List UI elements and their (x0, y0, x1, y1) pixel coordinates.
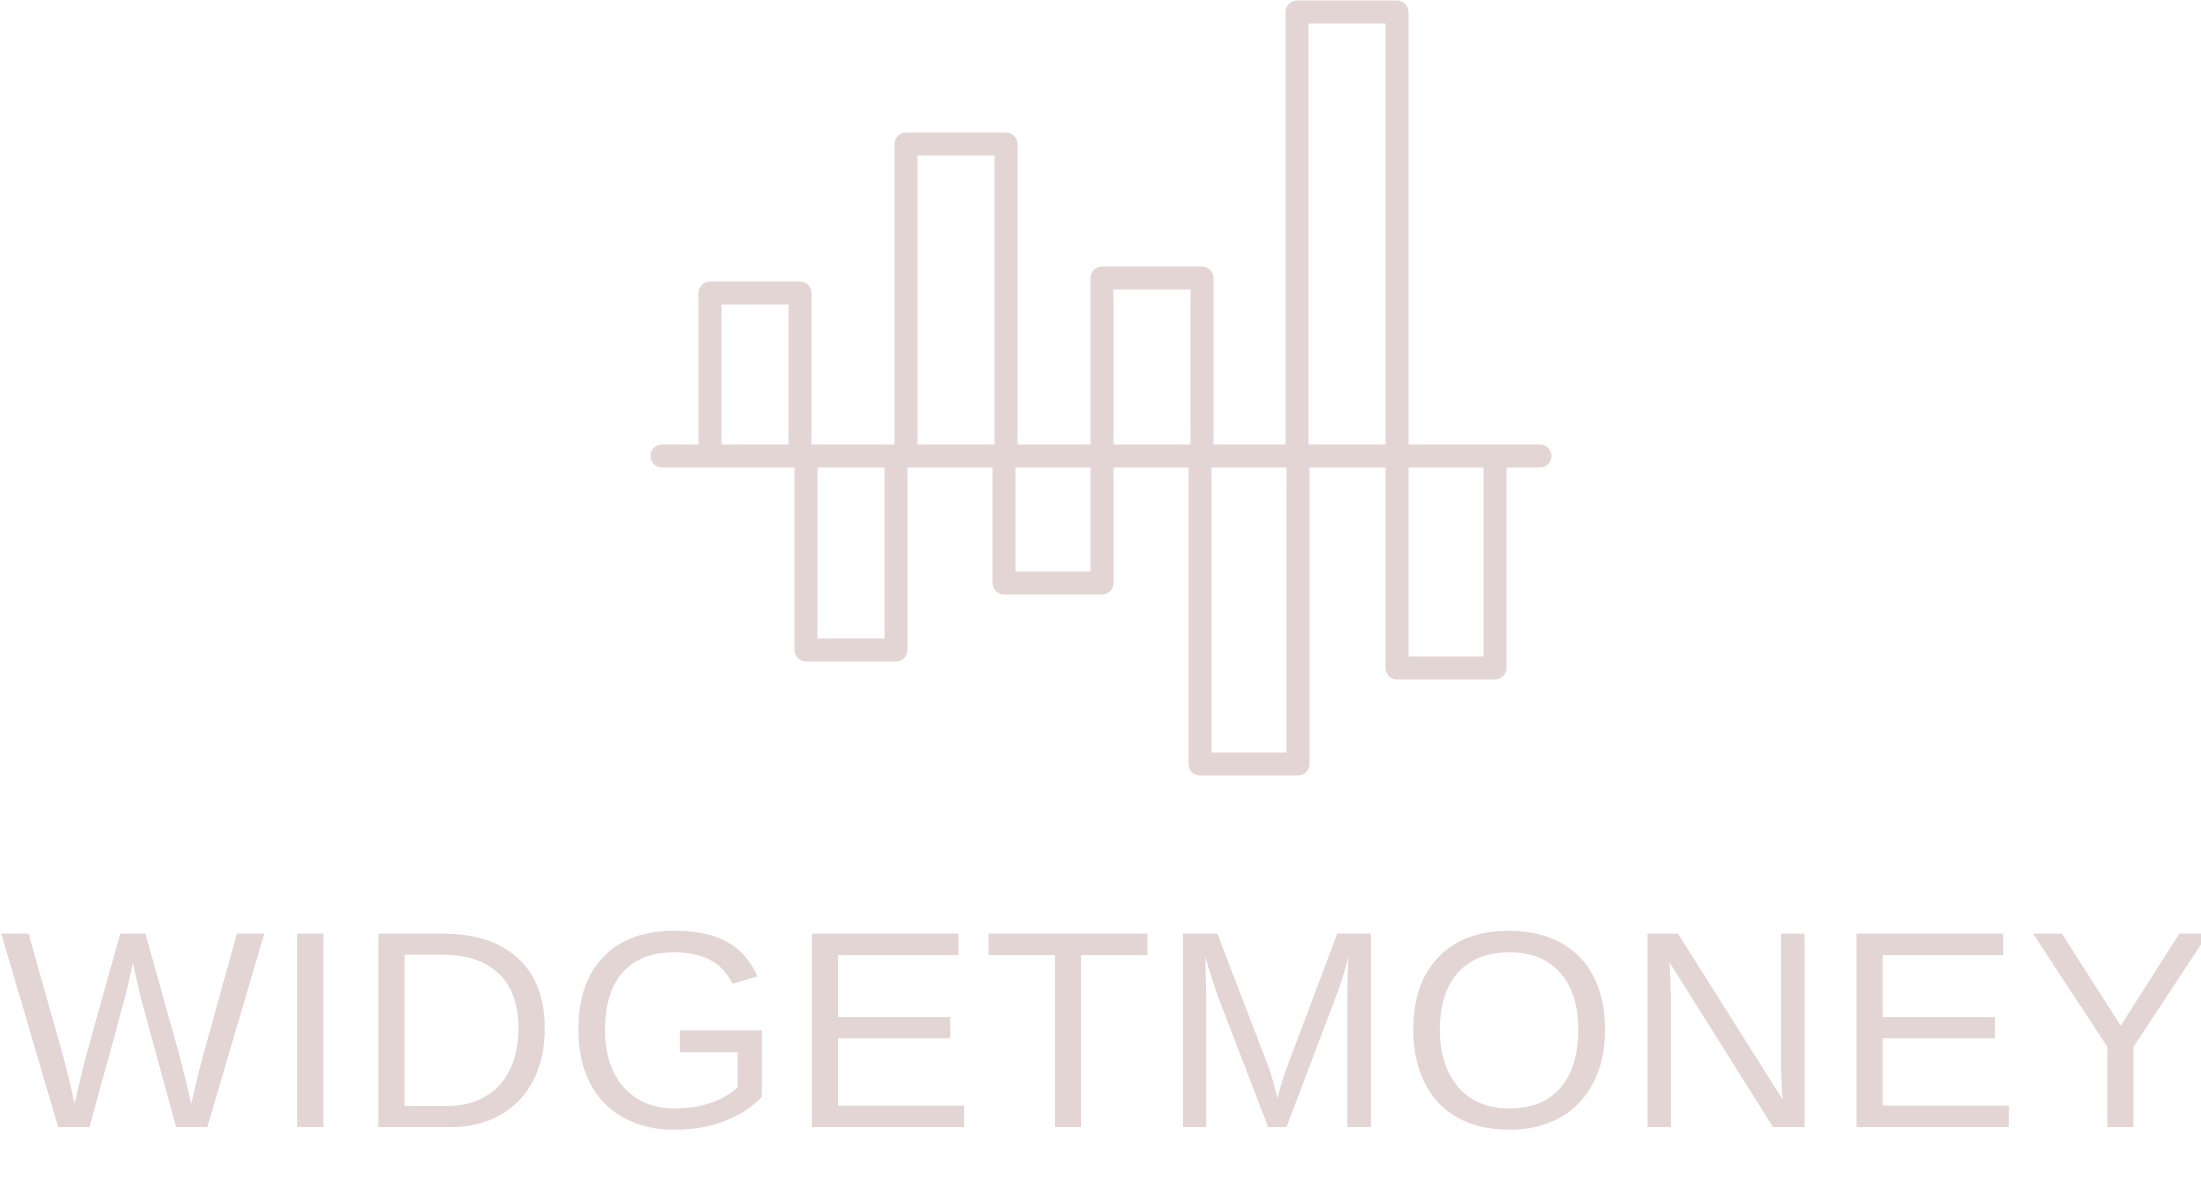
brand-wordmark: WIDGETMONEY (0, 873, 2201, 1187)
logo-bar-2 (794, 444, 908, 662)
logo-bar-5 (1090, 266, 1214, 468)
logo-bar-4 (992, 444, 1114, 595)
bar-waveform-logo-icon (650, 0, 1552, 776)
logo-bar-8 (1385, 444, 1507, 680)
logo-mark (650, 0, 1552, 776)
logo-bar-1 (698, 281, 812, 468)
logo-bar-7 (1285, 0, 1409, 468)
logo-bar-6 (1188, 444, 1310, 776)
logo-bar-3 (894, 132, 1018, 468)
